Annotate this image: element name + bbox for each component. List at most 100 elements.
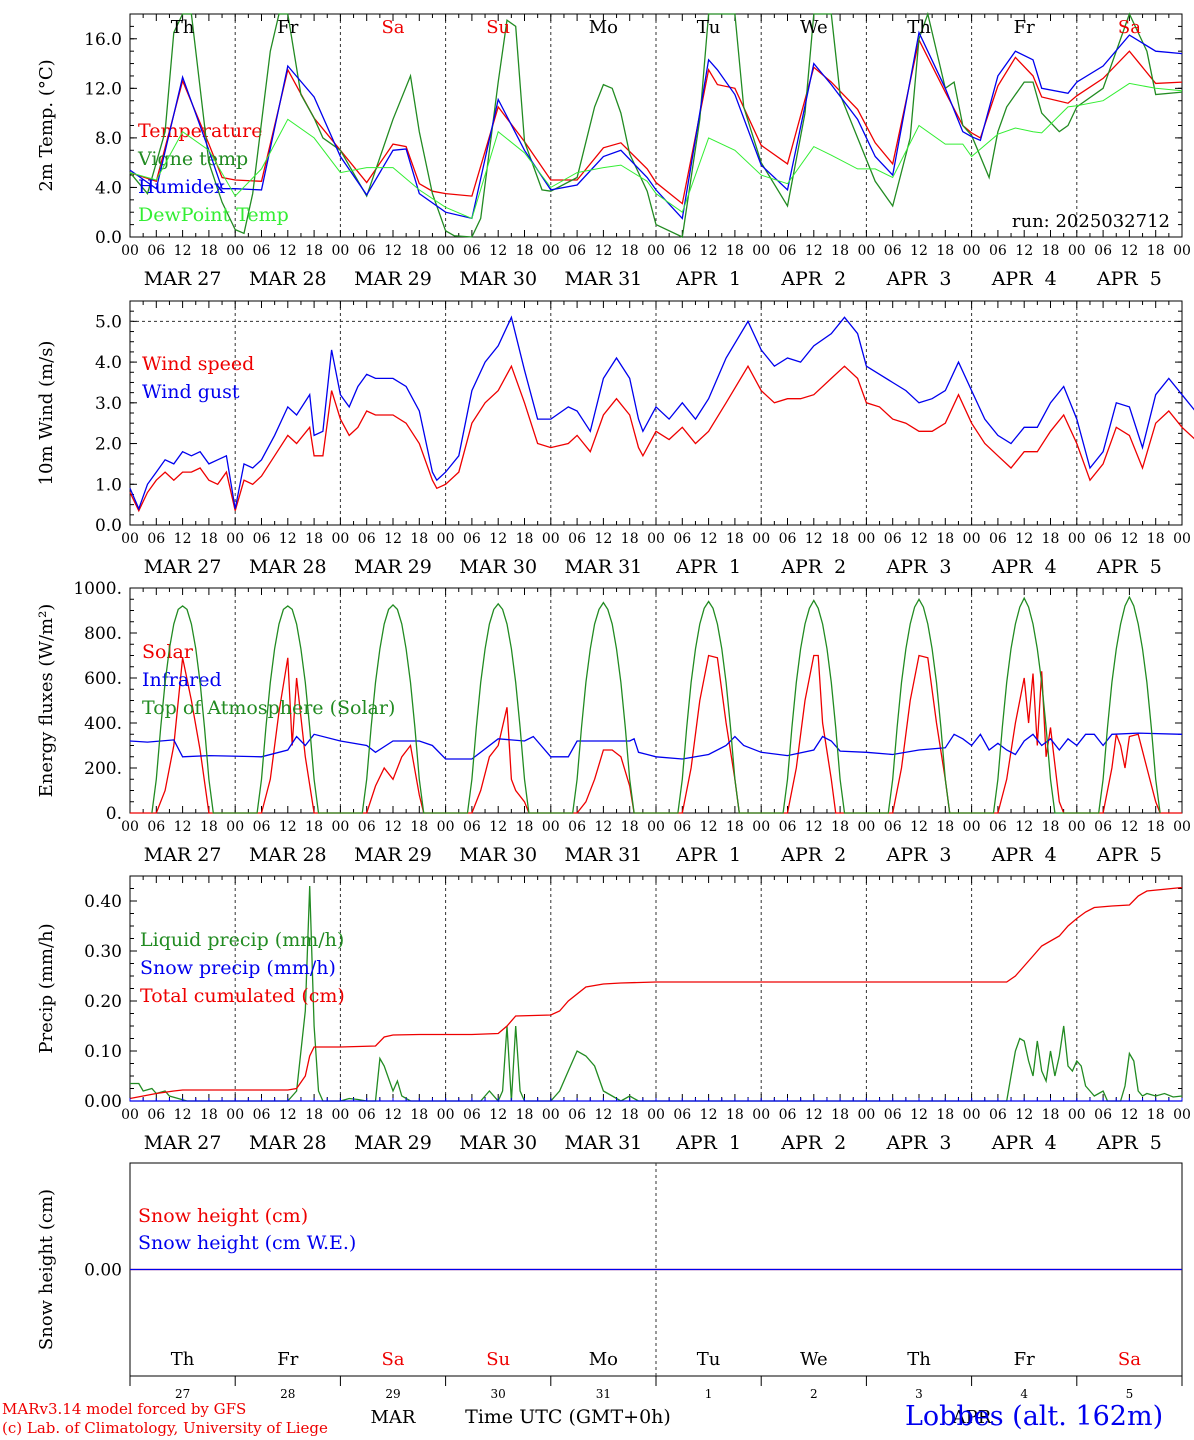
hour-label: 00 [647,1107,665,1123]
date-label: APR 2 [780,268,846,290]
y-tick-label: 1.0 [95,475,122,495]
hour-label: 12 [594,1107,612,1123]
hour-label: 00 [647,819,665,835]
date-label: MAR 30 [459,1132,537,1154]
y-tick-label: 16.0 [84,30,122,50]
hour-label: 00 [121,819,139,835]
date-label: MAR 28 [249,556,327,578]
hour-label: 18 [305,1107,323,1123]
hour-label: 12 [489,243,507,259]
y-tick-label: 0. [106,804,122,824]
hour-label: 00 [963,819,981,835]
hour-label: 12 [489,1107,507,1123]
hour-label: 06 [463,243,481,259]
hour-label: 18 [200,531,218,547]
hour-label: 12 [279,531,297,547]
hour-label: 12 [700,819,718,835]
hour-label: 12 [700,1107,718,1123]
hour-label: 06 [463,531,481,547]
hour-label: 00 [857,819,875,835]
hour-label: 12 [489,531,507,547]
hour-label: 00 [542,819,560,835]
series-line-temperature [129,38,1183,205]
hour-label: 00 [647,531,665,547]
hour-label: 00 [437,1107,455,1123]
day-name: Th [907,1349,931,1370]
legend-entry: Liquid precip (mm/h) [140,929,344,951]
y-tick-label: 2.0 [95,435,122,455]
hour-label: 06 [1094,531,1112,547]
hour-label: 12 [1120,243,1138,259]
hour-label: 06 [253,819,271,835]
day-name: Fr [277,17,298,38]
y-tick-label: 4.0 [95,353,122,373]
y-tick-label: 400. [84,714,122,734]
hour-label: 18 [305,531,323,547]
date-label: APR 1 [675,268,741,290]
date-label: MAR 27 [144,844,222,866]
day-number: 5 [1126,1387,1134,1401]
y-axis-label: Snow height (cm) [36,1189,57,1350]
hour-label: 12 [279,243,297,259]
hour-label: 18 [726,819,744,835]
hour-label: 18 [1147,1107,1165,1123]
legend-entry: Vigne temp [137,148,248,170]
day-name: We [800,1349,828,1370]
hour-label: 06 [1094,1107,1112,1123]
date-label: MAR 29 [354,844,432,866]
date-label: MAR 27 [144,556,222,578]
hour-label: 06 [779,1107,797,1123]
hour-label: 18 [831,531,849,547]
hour-label: 06 [1094,819,1112,835]
hour-label: 00 [331,1107,349,1123]
y-tick-label: 0.10 [84,1042,122,1062]
hour-label: 18 [1042,1107,1060,1123]
y-tick-label: 3.0 [95,394,122,414]
credit-line-1: MARv3.14 model forced by GFS [2,1400,247,1418]
day-number: 31 [596,1387,611,1401]
hour-label: 06 [884,1107,902,1123]
hour-label: 00 [226,819,244,835]
date-label: MAR 31 [565,844,643,866]
y-axis-label: Energy fluxes (W/m²) [36,604,57,798]
y-tick-label: 0.30 [84,942,122,962]
y-tick-label: 1000. [73,579,122,599]
legend-entry: Solar [142,641,194,663]
hour-label: 06 [568,243,586,259]
y-tick-label: 0.00 [84,1261,122,1281]
hour-label: 12 [910,819,928,835]
hour-label: 12 [279,1107,297,1123]
y-tick-label: 8.0 [95,129,122,149]
y-tick-label: 600. [84,669,122,689]
y-axis-label: 10m Wind (m/s) [36,341,57,486]
date-label: MAR 27 [144,268,222,290]
hour-label: 18 [936,243,954,259]
hour-label: 00 [331,531,349,547]
hour-label: 18 [200,243,218,259]
date-label: APR 3 [886,1132,952,1154]
hour-label: 06 [673,531,691,547]
hour-label: 00 [1173,1107,1191,1123]
hour-label: 18 [305,819,323,835]
date-label: APR 1 [675,556,741,578]
series-line-wind-speed [129,364,1194,513]
hour-label: 06 [1094,243,1112,259]
hour-label: 18 [516,243,534,259]
run-label: run: 2025032712 [1012,211,1170,232]
date-label: APR 5 [1096,268,1162,290]
hour-label: 12 [384,531,402,547]
hour-label: 06 [989,819,1007,835]
date-label: MAR 28 [249,268,327,290]
day-number: 28 [280,1387,295,1401]
y-tick-label: 12.0 [84,79,122,99]
day-name: We [800,17,828,38]
hour-label: 18 [726,531,744,547]
legend-entry: Infrared [142,669,222,691]
hour-label: 12 [489,819,507,835]
hour-label: 18 [516,819,534,835]
month-label-apr: APR [952,1407,992,1428]
legend-entry: Humidex [138,176,225,198]
hour-label: 00 [437,243,455,259]
hour-label: 06 [358,819,376,835]
day-name: Tu [697,17,721,38]
